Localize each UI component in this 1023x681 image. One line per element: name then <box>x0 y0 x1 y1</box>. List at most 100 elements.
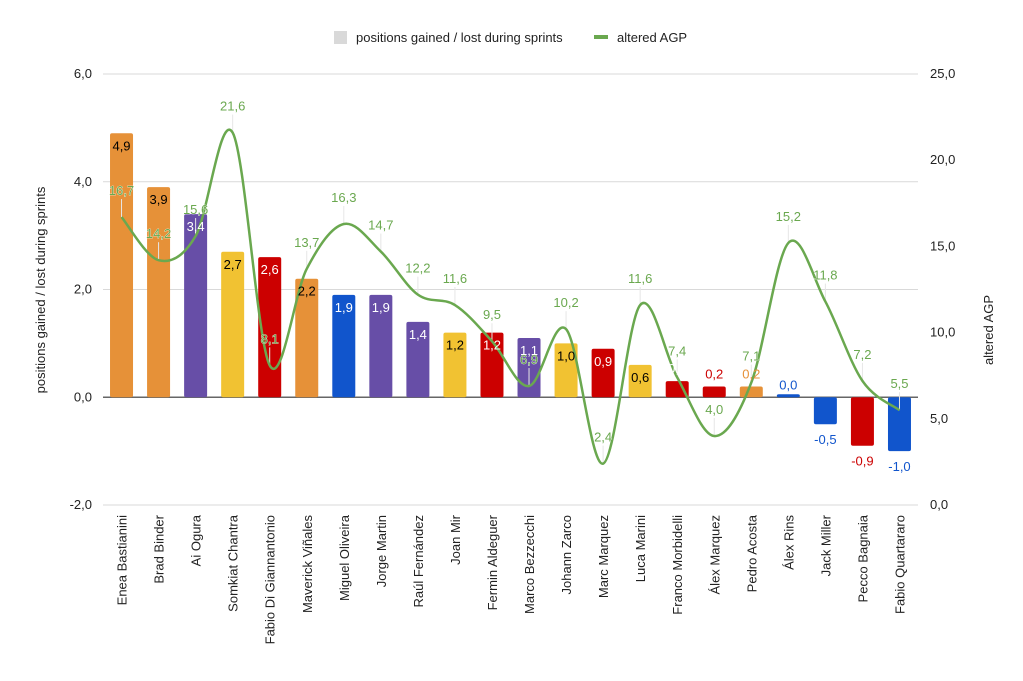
category-label: Marco Bezzecchi <box>522 515 537 614</box>
bar-data-label: 1,1 <box>520 343 538 358</box>
bar-data-label: 0,3 <box>668 361 686 376</box>
right-tick-label: 5,0 <box>930 411 948 426</box>
bar <box>110 133 134 398</box>
category-label: Fermin Aldeguer <box>485 514 500 610</box>
bar-data-label: 1,9 <box>372 300 390 315</box>
category-label: Álex Marquez <box>707 515 722 594</box>
category-label: Jack Miller <box>818 514 833 576</box>
bar-data-label: -0,5 <box>814 432 836 447</box>
bar-data-label: 1,2 <box>446 338 464 353</box>
category-label: Jorge Martin <box>374 515 389 587</box>
category-label: Johann Zarco <box>559 515 574 595</box>
bar <box>665 381 689 398</box>
legend-label-line: altered AGP <box>617 30 687 45</box>
bar <box>591 348 615 398</box>
bar <box>776 394 800 398</box>
bar <box>258 257 282 398</box>
category-label: Fabio Di Giannantonio <box>263 515 278 644</box>
bar-data-label: 2,2 <box>298 284 316 299</box>
legend-label-bars: positions gained / lost during sprints <box>356 30 563 45</box>
bar <box>850 397 874 446</box>
agp-line <box>120 128 901 465</box>
line-data-label: 11,6 <box>443 271 467 286</box>
bar-data-label: 0,2 <box>705 366 723 381</box>
line-data-label: 8,1 <box>261 331 279 346</box>
bar-data-label: -0,9 <box>851 454 873 469</box>
right-tick-label: 0,0 <box>930 497 948 512</box>
category-label: Joan Mir <box>448 514 463 565</box>
bar-data-label: 1,4 <box>409 327 427 342</box>
category-label: Pedro Acosta <box>744 514 759 592</box>
category-label: Fabio Quartararo <box>892 515 907 614</box>
bar <box>147 187 171 398</box>
line-data-label: 5,5 <box>890 376 908 391</box>
bar-data-label: 3,4 <box>187 219 205 234</box>
category-label: Ai Ogura <box>189 514 204 566</box>
line-data-label: 13,7 <box>294 235 319 250</box>
bar <box>332 294 356 398</box>
bar-data-label: 0,9 <box>594 354 612 369</box>
left-axis-title: positions gained / lost during sprints <box>33 186 48 393</box>
category-label: Luca Marini <box>633 515 648 582</box>
left-tick-label: 2,0 <box>74 282 92 297</box>
category-label: Marc Marquez <box>596 515 611 598</box>
bar <box>295 278 319 398</box>
line-data-label: 21,6 <box>220 99 245 114</box>
line-data-label: 12,2 <box>405 261 430 276</box>
bar <box>702 386 726 398</box>
right-axis-title: altered AGP <box>981 295 996 365</box>
line-data-label: 4,0 <box>705 402 723 417</box>
line-data-label: 7,1 <box>742 349 760 364</box>
line-data-label: 15,2 <box>776 209 801 224</box>
category-label: Pecco Bagnaia <box>855 514 870 602</box>
left-tick-label: -2,0 <box>70 497 92 512</box>
right-tick-label: 15,0 <box>930 238 955 253</box>
bar <box>739 386 763 398</box>
line-data-label: 11,6 <box>628 271 652 286</box>
bar <box>887 397 911 452</box>
bar-data-label: 1,2 <box>483 338 501 353</box>
line-data-label: 15,6 <box>183 202 208 217</box>
bar-data-label: 1,0 <box>557 348 575 363</box>
bar <box>813 397 837 425</box>
line-data-label: 16,3 <box>331 190 356 205</box>
bar <box>443 332 467 398</box>
bar <box>554 343 578 398</box>
left-tick-label: 4,0 <box>74 174 92 189</box>
bar-data-label: -1,0 <box>888 459 910 474</box>
bar <box>221 251 245 398</box>
line-data-label: 14,2 <box>146 226 171 241</box>
legend-swatch-bars <box>334 31 347 44</box>
category-label: Franco Morbidelli <box>670 515 685 615</box>
category-label: Maverick Viñales <box>300 515 315 614</box>
bar-data-label: 0,2 <box>742 366 760 381</box>
legend: positions gained / lost during sprints a… <box>334 30 687 45</box>
line-data-label: 6,9 <box>520 352 538 367</box>
line-data-label: 9,5 <box>483 307 501 322</box>
bar <box>406 321 430 398</box>
bar-data-label: 2,6 <box>261 262 279 277</box>
legend-swatch-line <box>594 35 608 39</box>
bar-data-label: 3,9 <box>150 192 168 207</box>
bar-data-label: 4,9 <box>112 138 130 153</box>
category-label: Enea Bastianini <box>115 515 130 605</box>
category-label: Brad Binder <box>152 514 167 583</box>
bar-data-label: 2,7 <box>224 257 242 272</box>
line-data-label: 7,2 <box>853 347 871 362</box>
category-label: Somkiat Chantra <box>226 514 241 612</box>
bar-data-label: 0,0 <box>779 377 797 392</box>
line-data-label: 2,4 <box>594 430 612 445</box>
right-tick-label: 20,0 <box>930 152 955 167</box>
category-label: Raúl Fernández <box>411 515 426 608</box>
category-label: Miguel Oliveira <box>337 514 352 601</box>
right-tick-label: 10,0 <box>930 325 955 340</box>
bar <box>369 294 393 398</box>
bar <box>184 214 208 398</box>
bar-data-label: 1,9 <box>335 300 353 315</box>
line-data-label: 11,8 <box>813 268 837 283</box>
right-tick-label: 25,0 <box>930 66 955 81</box>
line-data-label: 16,7 <box>109 183 134 198</box>
bar <box>628 364 652 398</box>
left-tick-label: 0,0 <box>74 389 92 404</box>
